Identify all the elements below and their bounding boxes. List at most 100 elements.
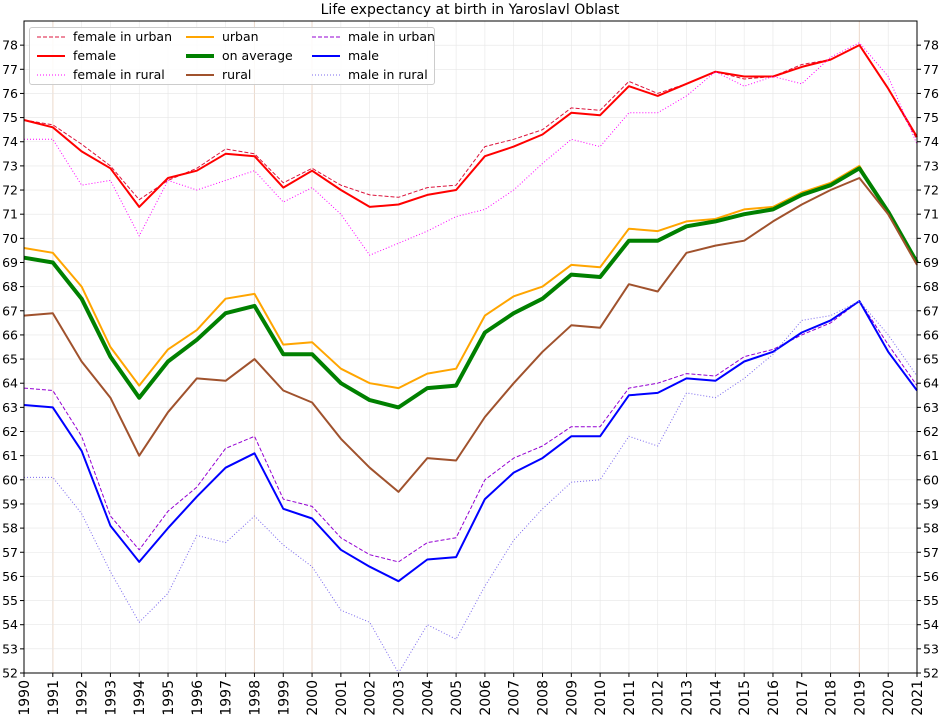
legend-swatch [186, 74, 214, 76]
y-tick-label: 62 [923, 424, 939, 439]
series-line [23, 177, 918, 493]
y-tick-label: 63 [2, 400, 18, 415]
y-tick-label: 63 [923, 400, 939, 415]
y-tick-label: 75 [923, 110, 939, 125]
y-tick-label: 61 [2, 448, 18, 463]
y-tick-label: 74 [2, 134, 18, 149]
x-tick-label: 2007 [507, 680, 523, 716]
x-tick-label: 2009 [564, 680, 580, 716]
x-tick-label: 1992 [75, 680, 91, 716]
y-tick-label: 67 [2, 303, 18, 318]
x-tick-label: 2001 [334, 680, 350, 716]
y-tick-label: 69 [923, 255, 939, 270]
legend-swatch [37, 55, 65, 57]
y-axis-right: 52 53 54 55 56 57 58 59 60 61 62 63 64 65 66 67 68 69 70 71… [917, 38, 939, 681]
x-tick-label: 2014 [708, 680, 724, 716]
y-tick-label: 72 [923, 183, 939, 198]
x-tick-label: 1991 [46, 680, 62, 716]
chart-title: Life expectancy at birth in Yaroslavl Ob… [320, 2, 620, 18]
grid-lines [23, 21, 918, 674]
y-tick-label: 68 [923, 279, 939, 294]
x-tick-label: 1994 [132, 680, 148, 716]
y-tick-label: 59 [923, 496, 939, 511]
y-tick-label: 73 [923, 158, 939, 173]
y-tick-label: 78 [2, 38, 18, 53]
x-tick-label: 1993 [103, 680, 119, 716]
y-tick-label: 60 [2, 472, 18, 487]
x-tick-label: 2020 [881, 680, 897, 716]
x-tick-label: 1990 [17, 680, 33, 716]
series-line [23, 300, 918, 563]
legend-label: male in rural [348, 67, 428, 82]
y-tick-label: 66 [923, 327, 939, 342]
series-line [23, 300, 918, 583]
x-tick-label: 2019 [852, 680, 868, 716]
legend-label: female in urban [73, 29, 173, 44]
legend-swatch [37, 74, 65, 76]
y-tick-label: 66 [2, 327, 18, 342]
x-tick-label: 2008 [536, 680, 552, 716]
legend-label: male [348, 48, 379, 63]
legend-label: urban [222, 29, 259, 44]
x-tick-label: 2021 [910, 680, 926, 716]
y-tick-label: 71 [2, 207, 18, 222]
y-tick-label: 61 [923, 448, 939, 463]
y-tick-label: 59 [2, 496, 18, 511]
x-tick-label: 2013 [680, 680, 696, 716]
y-tick-label: 55 [2, 593, 18, 608]
y-tick-label: 56 [923, 569, 939, 584]
legend-swatch [312, 74, 340, 76]
x-tick-label: 1999 [276, 680, 292, 716]
series-line [23, 166, 919, 410]
y-tick-label: 75 [2, 110, 18, 125]
legend-label: female in rural [73, 67, 165, 82]
legend: female in urban female female in rural u… [29, 27, 435, 85]
y-tick-label: 60 [923, 472, 939, 487]
y-tick-label: 53 [2, 641, 18, 656]
legend-label: rural [222, 67, 252, 82]
y-tick-label: 76 [2, 86, 18, 101]
y-tick-label: 68 [2, 279, 18, 294]
y-tick-label: 65 [923, 352, 939, 367]
y-tick-label: 53 [923, 641, 939, 656]
series-line [23, 44, 918, 208]
x-tick-label: 1995 [161, 680, 177, 716]
x-tick-label: 2004 [420, 680, 436, 716]
x-tick-label: 2011 [622, 680, 638, 716]
legend-label: female [73, 48, 117, 63]
y-tick-label: 54 [2, 617, 18, 632]
x-tick-label: 1997 [219, 680, 235, 716]
y-axis-left: 52 53 54 55 56 57 58 59 60 61 62 63 64 65 66 67 68 69 70 71… [2, 38, 24, 681]
series-line [24, 300, 918, 674]
y-tick-label: 64 [923, 376, 939, 391]
plot-frame [23, 20, 918, 674]
y-tick-label: 69 [2, 255, 18, 270]
x-axis: 1990 1991 1992 1993 1994 1995 1996 1997 1998 1999… [17, 673, 926, 716]
x-tick-label: 2010 [593, 680, 609, 716]
legend-swatch [186, 36, 214, 38]
x-tick-label: 1998 [247, 680, 263, 716]
x-tick-label: 2015 [737, 680, 753, 716]
x-tick-label: 2000 [305, 680, 321, 716]
y-tick-label: 70 [923, 231, 939, 246]
legend-swatch [312, 36, 340, 38]
x-tick-label: 2018 [824, 680, 840, 716]
x-tick-label: 2016 [766, 680, 782, 716]
x-tick-label: 2017 [795, 680, 811, 716]
y-tick-label: 65 [2, 352, 18, 367]
y-tick-label: 64 [2, 376, 18, 391]
y-tick-label: 54 [923, 617, 939, 632]
y-tick-label: 57 [923, 545, 939, 560]
legend-swatch [312, 55, 340, 57]
y-tick-label: 52 [2, 666, 18, 681]
y-tick-label: 67 [923, 303, 939, 318]
series-line [23, 164, 918, 390]
y-tick-label: 76 [923, 86, 939, 101]
legend-label: on average [222, 48, 293, 63]
series-lines [23, 42, 919, 674]
y-tick-label: 72 [2, 183, 18, 198]
x-tick-label: 2012 [651, 680, 667, 716]
y-tick-label: 55 [923, 593, 939, 608]
y-tick-label: 78 [923, 38, 939, 53]
